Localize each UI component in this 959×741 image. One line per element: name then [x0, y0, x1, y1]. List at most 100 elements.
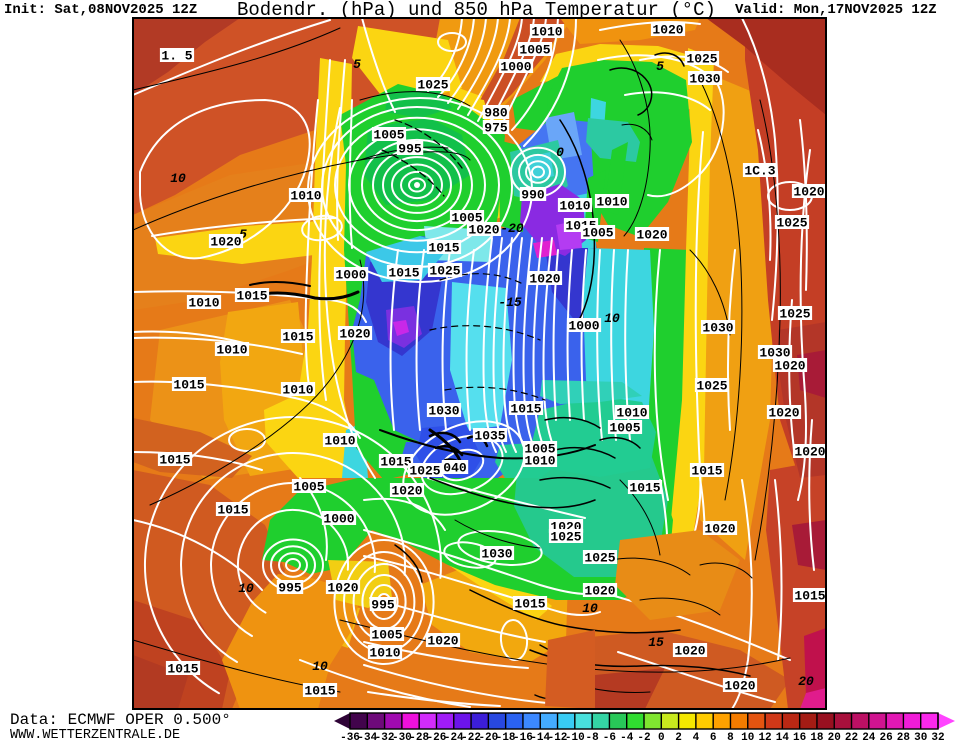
svg-text:1025: 1025 [409, 464, 440, 479]
svg-text:1020: 1020 [794, 445, 825, 460]
svg-text:10: 10 [312, 659, 328, 674]
svg-text:1025: 1025 [776, 216, 807, 231]
svg-text:12: 12 [758, 732, 771, 741]
svg-text:1015: 1015 [167, 662, 198, 677]
svg-text:10: 10 [238, 581, 254, 596]
svg-text:1020: 1020 [468, 223, 499, 238]
svg-text:1020: 1020 [529, 272, 560, 287]
svg-text:16: 16 [793, 732, 806, 741]
svg-text:995: 995 [278, 581, 302, 596]
svg-text:Valid: Mon,17NOV2025 12Z: Valid: Mon,17NOV2025 12Z [735, 2, 937, 18]
svg-text:Init: Sat,08NOV2025 12Z: Init: Sat,08NOV2025 12Z [4, 2, 197, 18]
svg-text:-12: -12 [548, 732, 568, 741]
svg-text:1005: 1005 [609, 421, 640, 436]
svg-text:14: 14 [776, 732, 790, 741]
svg-text:1020: 1020 [339, 327, 370, 342]
svg-text:1030: 1030 [702, 321, 733, 336]
svg-text:-18: -18 [496, 732, 516, 741]
svg-text:1000: 1000 [500, 60, 531, 75]
svg-text:5: 5 [353, 57, 361, 72]
svg-text:18: 18 [810, 732, 824, 741]
svg-text:1015: 1015 [510, 402, 541, 417]
svg-text:-4: -4 [620, 732, 634, 741]
svg-text:0: 0 [658, 732, 665, 741]
svg-text:1015: 1015 [173, 378, 204, 393]
svg-text:-24: -24 [444, 732, 464, 741]
svg-text:32: 32 [931, 732, 944, 741]
svg-text:WWW.WETTERZENTRALE.DE: WWW.WETTERZENTRALE.DE [10, 728, 180, 741]
svg-text:1010: 1010 [216, 343, 247, 358]
svg-text:1015: 1015 [428, 241, 459, 256]
svg-text:1025: 1025 [779, 307, 810, 322]
svg-text:10: 10 [582, 601, 598, 616]
svg-text:1030: 1030 [428, 404, 459, 419]
svg-text:1015: 1015 [304, 684, 335, 699]
svg-text:1005: 1005 [524, 442, 555, 457]
svg-text:1005: 1005 [451, 211, 482, 226]
svg-text:24: 24 [862, 732, 876, 741]
svg-text:1015: 1015 [236, 289, 267, 304]
svg-text:1015: 1015 [159, 453, 190, 468]
svg-text:Data: ECMWF OPER 0.500°: Data: ECMWF OPER 0.500° [10, 711, 231, 729]
svg-text:-15: -15 [498, 295, 522, 310]
svg-text:-10: -10 [565, 732, 585, 741]
svg-text:1015: 1015 [794, 589, 825, 604]
svg-text:1025: 1025 [550, 530, 581, 545]
svg-text:1010: 1010 [531, 25, 562, 40]
svg-text:1020: 1020 [391, 484, 422, 499]
svg-text:1010: 1010 [290, 189, 321, 204]
svg-text:980: 980 [484, 106, 508, 121]
svg-text:0: 0 [556, 145, 564, 160]
svg-text:1005: 1005 [371, 628, 402, 643]
svg-text:1025: 1025 [696, 379, 727, 394]
svg-text:995: 995 [371, 598, 395, 613]
svg-text:-28: -28 [409, 732, 429, 741]
svg-text:1020: 1020 [427, 634, 458, 649]
svg-text:-8: -8 [586, 732, 600, 741]
svg-text:1005: 1005 [582, 226, 613, 241]
svg-text:10: 10 [741, 732, 754, 741]
svg-text:-16: -16 [513, 732, 533, 741]
svg-text:1000: 1000 [323, 512, 354, 527]
svg-text:1C.3: 1C.3 [744, 164, 775, 179]
svg-text:1000: 1000 [568, 319, 599, 334]
svg-text:1025: 1025 [429, 264, 460, 279]
svg-text:1025: 1025 [417, 78, 448, 93]
svg-text:20: 20 [828, 732, 841, 741]
svg-text:975: 975 [484, 121, 508, 136]
svg-text:1020: 1020 [584, 584, 615, 599]
svg-text:1015: 1015 [217, 503, 248, 518]
svg-text:26: 26 [880, 732, 893, 741]
svg-text:1020: 1020 [774, 359, 805, 374]
svg-text:2: 2 [675, 732, 682, 741]
svg-text:4: 4 [693, 732, 700, 741]
svg-text:1015: 1015 [691, 464, 722, 479]
svg-text:1020: 1020 [674, 644, 705, 659]
svg-text:-34: -34 [357, 732, 377, 741]
svg-text:-30: -30 [392, 732, 412, 741]
svg-text:1010: 1010 [188, 296, 219, 311]
svg-text:10: 10 [170, 171, 186, 186]
svg-text:-20: -20 [500, 221, 524, 236]
svg-text:-32: -32 [375, 732, 395, 741]
svg-text:995: 995 [398, 142, 422, 157]
svg-text:1000: 1000 [335, 268, 366, 283]
svg-text:8: 8 [727, 732, 734, 741]
svg-text:1010: 1010 [282, 383, 313, 398]
svg-text:1020: 1020 [210, 235, 241, 250]
svg-text:6: 6 [710, 732, 717, 741]
svg-text:15: 15 [648, 635, 664, 650]
svg-text:1010: 1010 [559, 199, 590, 214]
svg-text:22: 22 [845, 732, 858, 741]
svg-text:1010: 1010 [369, 646, 400, 661]
svg-text:1015: 1015 [388, 266, 419, 281]
svg-text:1025: 1025 [686, 52, 717, 67]
svg-text:1010: 1010 [524, 454, 555, 469]
svg-text:990: 990 [521, 188, 545, 203]
svg-text:30: 30 [914, 732, 927, 741]
svg-text:1020: 1020 [724, 679, 755, 694]
svg-text:1005: 1005 [293, 480, 324, 495]
svg-text:Bodendr. (hPa) und 850 hPa Tem: Bodendr. (hPa) und 850 hPa Temperatur (°… [237, 0, 716, 21]
svg-text:-6: -6 [603, 732, 616, 741]
svg-text:-36: -36 [340, 732, 360, 741]
